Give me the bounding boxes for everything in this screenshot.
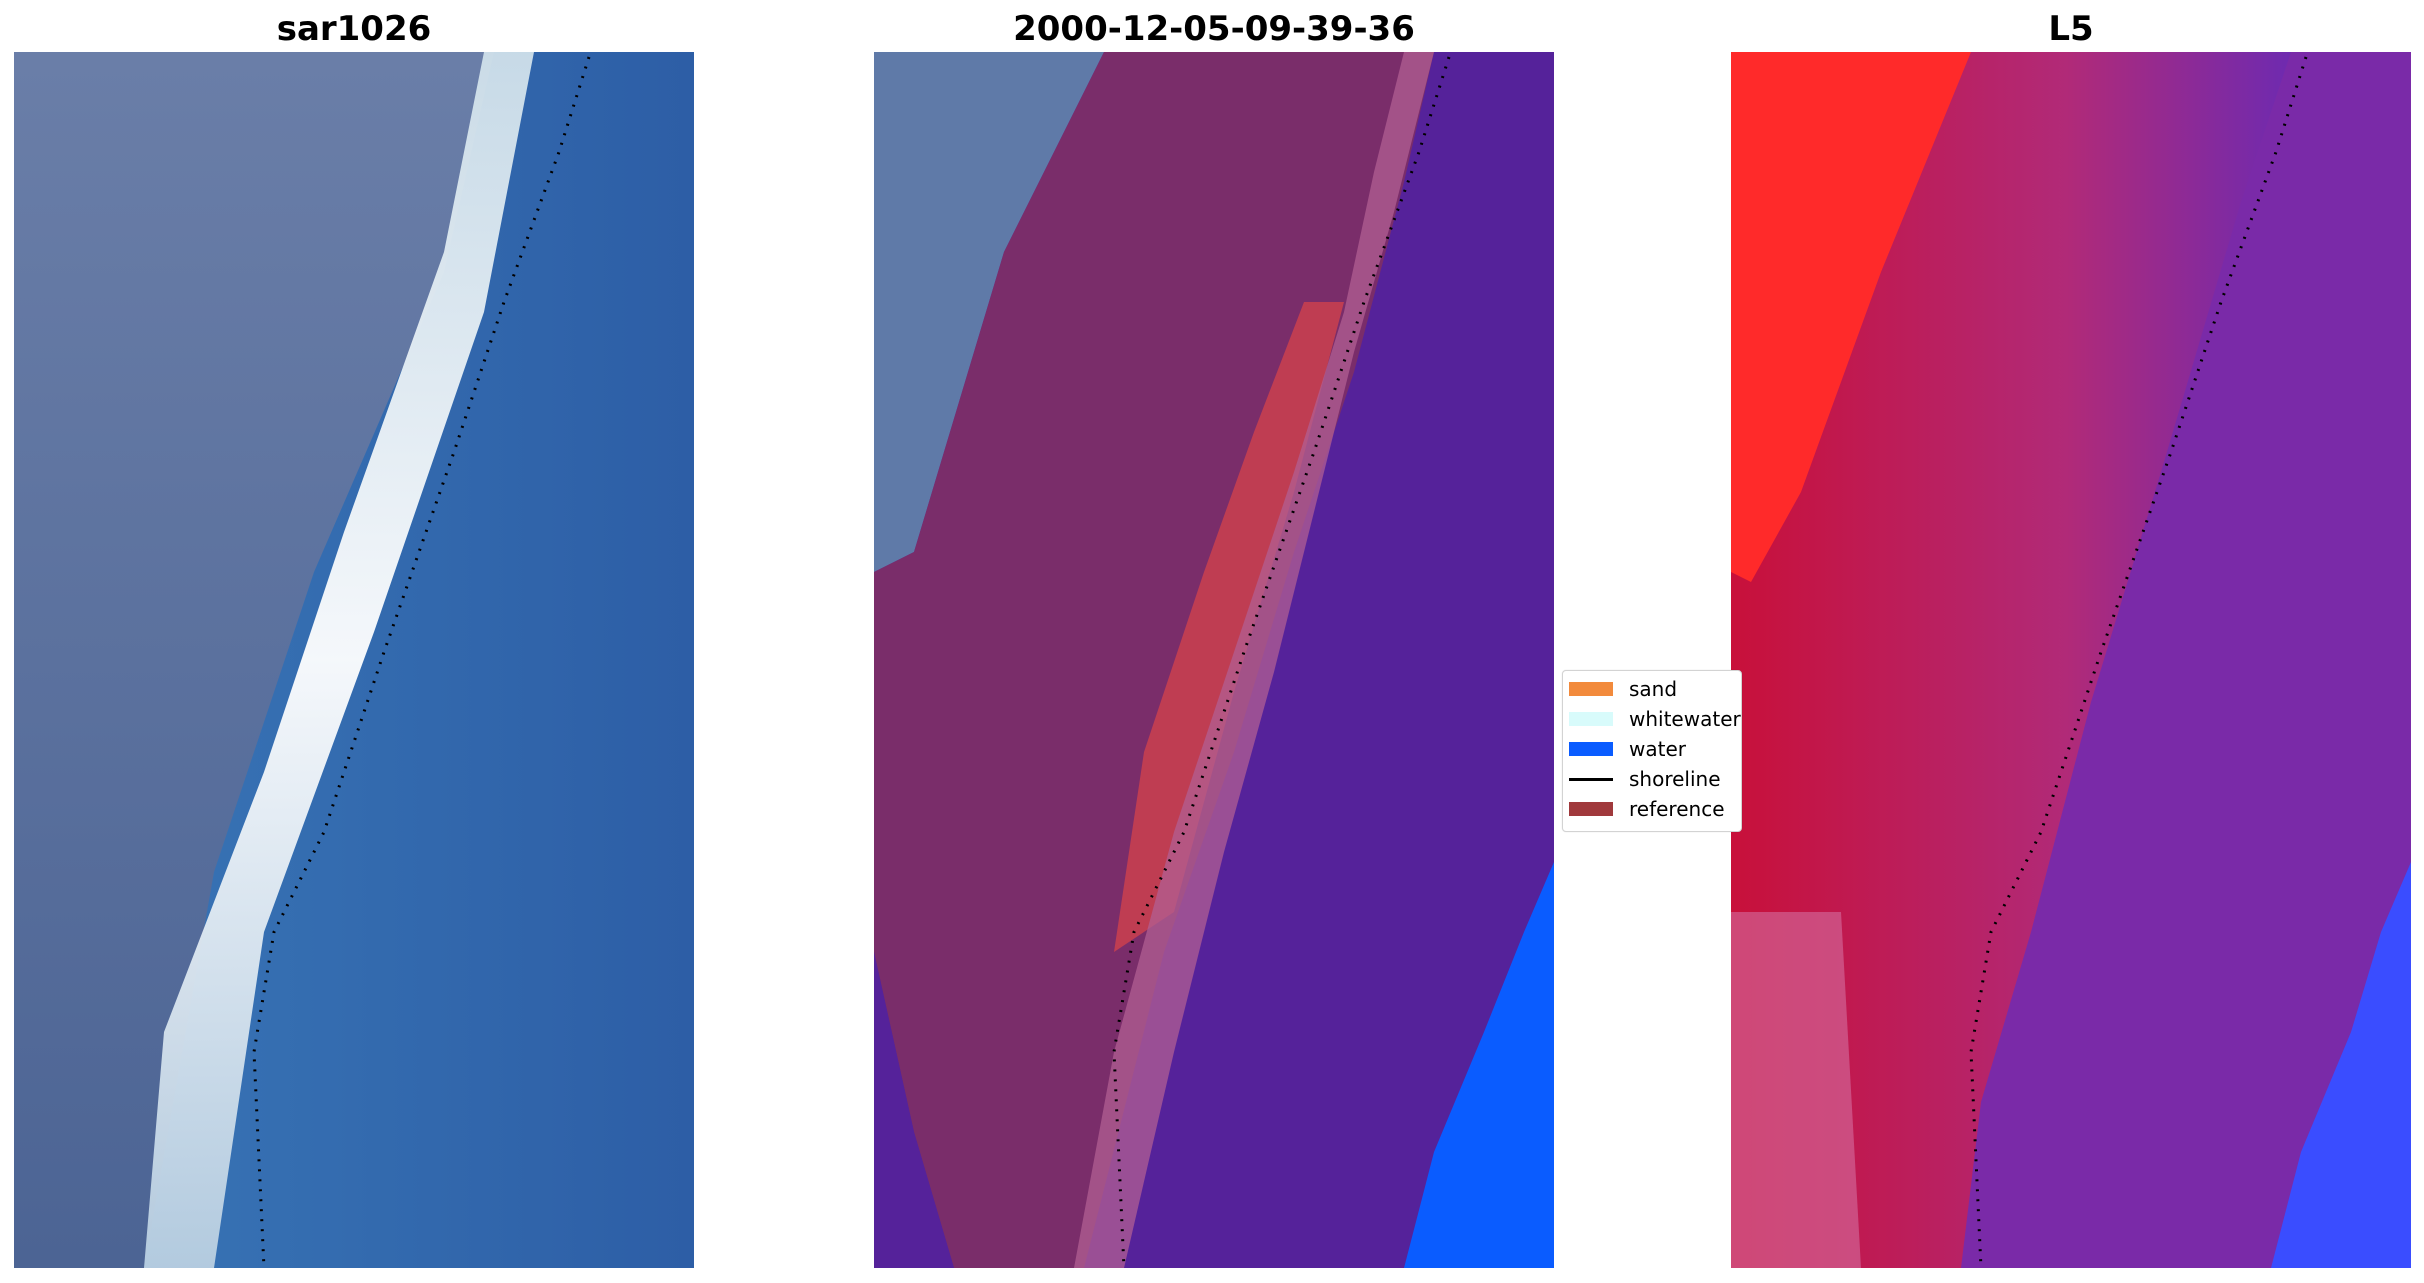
rgb-image bbox=[14, 52, 694, 1268]
legend-swatch-sand bbox=[1569, 682, 1613, 696]
whitewater-band bbox=[144, 52, 534, 1268]
panel-title-date: 2000-12-05-09-39-36 bbox=[1013, 9, 1415, 49]
classified-image bbox=[874, 52, 1554, 1268]
legend-swatch-water bbox=[1569, 742, 1613, 756]
panel-title-index: L5 bbox=[2048, 9, 2094, 49]
class-whitewater bbox=[1074, 52, 1434, 1268]
index-land bbox=[1731, 52, 2291, 1268]
legend-item-reference: reference bbox=[1563, 795, 1741, 823]
legend-label: sand bbox=[1629, 677, 1678, 701]
class-water bbox=[1404, 862, 1554, 1268]
legend: sand whitewater water shoreline referenc… bbox=[1562, 670, 1742, 832]
index-blue-water bbox=[2271, 862, 2411, 1268]
panel-title-sar: sar1026 bbox=[276, 9, 432, 49]
legend-item-sand: sand bbox=[1563, 675, 1741, 703]
legend-label: reference bbox=[1629, 797, 1725, 821]
index-bright-red bbox=[1731, 52, 1971, 582]
index-image bbox=[1731, 52, 2411, 1268]
class-sea-corner bbox=[874, 952, 954, 1268]
legend-label: shoreline bbox=[1629, 767, 1721, 791]
legend-swatch-reference bbox=[1569, 802, 1613, 816]
index-image-panel bbox=[1731, 52, 2411, 1268]
index-light-corner bbox=[1731, 912, 1861, 1268]
legend-label: water bbox=[1629, 737, 1686, 761]
rgb-image-panel bbox=[14, 52, 694, 1268]
legend-item-water: water bbox=[1563, 735, 1741, 763]
legend-label: whitewater bbox=[1629, 707, 1741, 731]
legend-item-shoreline: shoreline bbox=[1563, 765, 1741, 793]
class-land-rgb bbox=[874, 52, 1104, 572]
legend-line-shoreline bbox=[1569, 777, 1613, 781]
land-area bbox=[14, 52, 494, 1268]
legend-swatch-whitewater bbox=[1569, 712, 1613, 726]
legend-item-whitewater: whitewater bbox=[1563, 705, 1741, 733]
classified-image-panel bbox=[874, 52, 1554, 1268]
class-sand bbox=[1114, 302, 1344, 952]
